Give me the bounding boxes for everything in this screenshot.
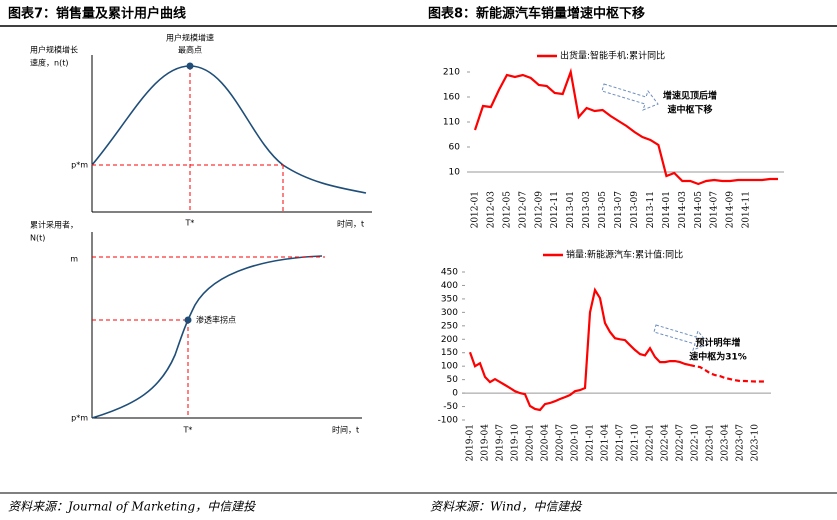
x-tick-label: 2012-05 (502, 191, 512, 229)
x-tick-label: 2013-09 (630, 191, 640, 229)
growth-curve (91, 65, 367, 194)
x-tick-label: 2013-03 (582, 191, 592, 229)
annotation: 预计明年增 (695, 337, 740, 349)
x-tick-label: 2023-07 (736, 424, 746, 462)
y-tick-label: 50 (447, 375, 459, 385)
x-tick-label: 2020-07 (556, 424, 566, 462)
annotation: 速中枢下移 (667, 104, 712, 116)
y-tick-label: 450 (441, 268, 458, 278)
x-tick-label: 2012-01 (471, 191, 481, 228)
y-point: p*m (71, 161, 88, 170)
x-tick-label: 2023-10 (751, 424, 761, 462)
source-right: 资料来源：Wind，中信建投 (430, 500, 582, 514)
arrow (601, 83, 659, 111)
x-point: T* (183, 426, 193, 435)
y-top: m (70, 255, 78, 264)
y-tick-label: 350 (441, 294, 458, 304)
diagram-top: 用户规模增长 速度，n(t) 用户规模增速 最高点 p*m T* 时间，t (30, 33, 372, 229)
x-tick-label: 2021-10 (631, 424, 641, 462)
x-tick-label: 2019-01 (466, 424, 476, 461)
y-tick-label: 160 (443, 93, 460, 103)
series-line (473, 67, 778, 186)
x-tick-label: 2012-11 (550, 191, 560, 228)
y-tick-label: 150 (441, 348, 458, 358)
series-line (468, 287, 691, 412)
peak-label: 用户规模增速 (166, 33, 214, 43)
series-line (689, 364, 765, 383)
inflection-point (184, 316, 192, 324)
y-tick-label: 250 (441, 321, 458, 331)
y-tick-label: 210 (443, 68, 460, 78)
x-tick-label: 2014-09 (726, 191, 736, 229)
x-tick-label: 2012-07 (518, 191, 528, 229)
x-tick-label: 2022-04 (661, 424, 671, 462)
peak-label: 最高点 (178, 45, 202, 55)
x-tick-label: 2012-09 (534, 191, 544, 229)
y-label: N(t) (30, 234, 45, 243)
peak-point (186, 62, 194, 70)
source-left: 资料来源：Journal of Marketing，中信建投 (8, 500, 256, 514)
x-tick-label: 2014-05 (694, 191, 704, 229)
x-tick-label: 2023-04 (721, 424, 731, 462)
x-label: 时间，t (332, 425, 359, 435)
diagram-bottom: 累计采用者， N(t) m 渗透率拐点 p*m T* 时间，t (30, 220, 362, 435)
y-tick-label: 400 (441, 281, 458, 291)
annotation: 速中枢为31% (689, 351, 747, 363)
x-tick-label: 2014-07 (710, 191, 720, 229)
x-tick-label: 2021-04 (601, 424, 611, 462)
legend-label: 销量:新能源汽车:累计值:同比 (566, 249, 683, 261)
y-tick-label: -100 (438, 416, 459, 426)
x-tick-label: 2013-11 (646, 191, 656, 228)
y-label: 速度，n(t) (30, 58, 68, 68)
x-tick-label: 2021-01 (586, 424, 596, 461)
figure7-title: 图表7：销售量及累计用户曲线 (8, 6, 186, 22)
x-tick-label: 2013-05 (598, 191, 608, 229)
figure8-title: 图表8：新能源汽车销量增速中枢下移 (428, 6, 645, 22)
y-point: p*m (71, 414, 88, 423)
x-label: 时间，t (337, 219, 364, 229)
x-point: T* (185, 219, 195, 228)
y-tick-label: 110 (443, 118, 460, 128)
y-tick-label: 300 (441, 308, 458, 318)
x-tick-label: 2023-01 (706, 424, 716, 461)
y-label: 用户规模增长 (30, 45, 78, 55)
x-tick-label: 2020-04 (541, 424, 551, 462)
y-label: 累计采用者， (30, 220, 78, 230)
x-tick-label: 2014-01 (662, 191, 672, 228)
y-tick-label: 0 (452, 389, 458, 399)
x-tick-label: 2022-10 (691, 424, 701, 462)
x-tick-label: 2013-01 (566, 191, 576, 228)
x-tick-label: 2022-01 (646, 424, 656, 461)
arrow (653, 324, 709, 351)
x-tick-label: 2013-07 (614, 191, 624, 229)
x-tick-label: 2012-03 (486, 191, 496, 229)
x-tick-label: 2019-10 (511, 424, 521, 462)
x-tick-label: 2022-07 (676, 424, 686, 462)
inflection-label: 渗透率拐点 (196, 315, 236, 325)
y-tick-label: -50 (443, 402, 458, 412)
y-tick-label: 200 (441, 335, 458, 345)
legend-label: 出货量:智能手机:累计同比 (560, 50, 665, 62)
annotation: 增速见顶后增 (663, 90, 717, 102)
x-tick-label: 2019-07 (496, 424, 506, 462)
x-tick-label: 2020-01 (526, 424, 536, 461)
y-tick-label: 10 (449, 168, 461, 178)
x-tick-label: 2019-04 (481, 424, 491, 462)
y-tick-label: 60 (449, 143, 461, 153)
adoption-curve (91, 255, 323, 419)
x-tick-label: 2014-11 (742, 191, 752, 228)
x-tick-label: 2020-10 (571, 424, 581, 462)
x-tick-label: 2014-03 (678, 191, 688, 229)
y-tick-label: 100 (441, 362, 458, 372)
x-tick-label: 2021-07 (616, 424, 626, 462)
